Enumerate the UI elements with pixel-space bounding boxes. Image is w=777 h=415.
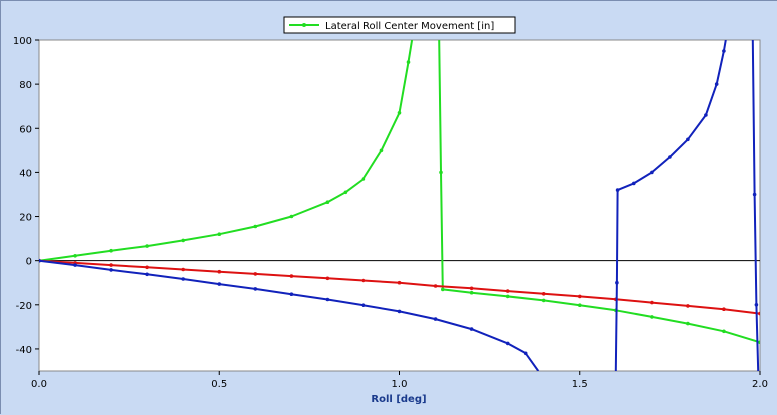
y-tick-label: -40 bbox=[16, 345, 32, 356]
series-2-line bbox=[39, 259, 540, 371]
series-0-point bbox=[181, 238, 185, 243]
series-2-point bbox=[722, 49, 726, 53]
series-0-point bbox=[145, 244, 149, 248]
series-0-point bbox=[397, 111, 402, 115]
series-2-point bbox=[668, 155, 672, 159]
series-1-point bbox=[505, 289, 510, 293]
series-1-point bbox=[722, 307, 726, 312]
series-2-point bbox=[253, 287, 258, 291]
series-1-point bbox=[650, 300, 654, 305]
x-tick-label: 1.0 bbox=[392, 379, 408, 390]
series-1-point bbox=[145, 265, 149, 270]
plot-area bbox=[38, 39, 761, 372]
series-0-point bbox=[439, 170, 443, 175]
series-0-line bbox=[438, 40, 760, 344]
legend-marker bbox=[302, 23, 306, 27]
series-1-point bbox=[325, 276, 330, 281]
series-1-point bbox=[397, 280, 402, 285]
series-2-point bbox=[686, 137, 690, 142]
series-0-point bbox=[441, 287, 445, 292]
series-1-point bbox=[253, 272, 258, 276]
series-0-point bbox=[469, 290, 474, 295]
series-0-point bbox=[217, 232, 222, 236]
series-2-point bbox=[433, 317, 438, 321]
series-1-point bbox=[433, 284, 438, 288]
series-1-point bbox=[109, 263, 113, 267]
series-0-point bbox=[325, 200, 330, 204]
x-tick-label: 0.0 bbox=[31, 379, 47, 390]
series-0-point bbox=[722, 329, 726, 334]
x-tick-label: 1.5 bbox=[572, 379, 588, 390]
series-2-point bbox=[615, 280, 619, 285]
series-0-point bbox=[343, 190, 348, 195]
series-2-point bbox=[39, 258, 41, 263]
series-2-point bbox=[505, 341, 510, 346]
series-2-point bbox=[752, 192, 757, 197]
series-1-point bbox=[469, 286, 474, 291]
series-2-point bbox=[469, 327, 474, 331]
series-0-point bbox=[73, 254, 77, 258]
series-0-point bbox=[541, 298, 546, 303]
x-axis-title: Roll [deg] bbox=[371, 394, 426, 405]
y-tick-label: 80 bbox=[19, 80, 32, 91]
series-2-point bbox=[714, 82, 719, 86]
series-1-point bbox=[361, 278, 366, 283]
series-layer bbox=[39, 40, 760, 371]
legend-box bbox=[283, 16, 516, 34]
x-tick-label: 0.5 bbox=[211, 379, 227, 390]
series-2-point bbox=[73, 263, 77, 267]
series-2-point bbox=[325, 297, 330, 302]
y-tick-label: 40 bbox=[19, 168, 32, 179]
series-0-point bbox=[289, 214, 294, 219]
series-0-point bbox=[758, 340, 760, 345]
series-2-line bbox=[751, 40, 760, 371]
series-0-point bbox=[406, 60, 411, 64]
series-1-point bbox=[217, 269, 222, 274]
series-2-point bbox=[289, 292, 294, 297]
y-tick-label: -20 bbox=[16, 301, 32, 312]
series-0-point bbox=[505, 294, 510, 299]
series-2-point bbox=[361, 303, 366, 308]
series-0-point bbox=[109, 248, 113, 253]
legend-label: Lateral Roll Center Movement [in] bbox=[325, 21, 494, 32]
y-tick-label: 100 bbox=[13, 36, 32, 47]
series-0-point bbox=[361, 177, 366, 181]
series-1-point bbox=[289, 274, 294, 278]
series-2-point bbox=[754, 303, 759, 307]
series-2-point bbox=[397, 309, 402, 314]
series-2-point bbox=[145, 272, 149, 277]
series-2-point bbox=[615, 188, 620, 192]
series-0-point bbox=[578, 303, 582, 308]
series-1-point bbox=[686, 304, 690, 308]
series-2-point bbox=[181, 277, 185, 281]
axis-ticks: 0.0 0.5 1.0 1.5 2.0 -40 -20 0 20 40 60 80 100 bbox=[13, 36, 768, 390]
series-1-point bbox=[758, 311, 760, 316]
series-2-point bbox=[523, 351, 528, 356]
series-1-point bbox=[541, 292, 546, 296]
series-2-point bbox=[650, 170, 654, 175]
series-0-point bbox=[379, 148, 384, 153]
series-1-point bbox=[578, 294, 582, 299]
series-0-point bbox=[686, 321, 690, 326]
y-tick-label: 0 bbox=[26, 257, 32, 268]
legend: Lateral Roll Center Movement [in] bbox=[283, 16, 516, 34]
series-1-point bbox=[181, 267, 185, 272]
series-2-point bbox=[217, 282, 222, 286]
y-tick-label: 20 bbox=[19, 213, 32, 224]
series-2-point bbox=[704, 113, 708, 117]
y-tick-label: 60 bbox=[19, 124, 32, 135]
series-2-point bbox=[632, 181, 636, 186]
x-tick-label: 2.0 bbox=[752, 379, 768, 390]
series-0-point bbox=[253, 224, 258, 229]
series-2-point bbox=[109, 268, 113, 272]
series-0-point bbox=[650, 315, 654, 319]
